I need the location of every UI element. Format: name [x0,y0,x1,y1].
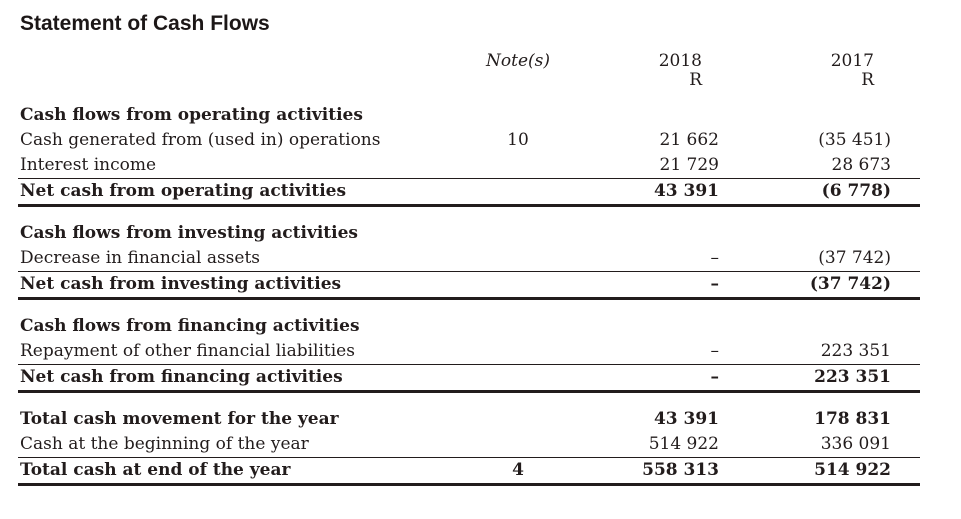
value-2018: 514 922 [578,432,719,458]
year-2018-label: 2018 [658,52,702,71]
value-2017: (37 742) [719,246,891,272]
value-2017: (6 778) [719,178,891,207]
value-2017: (35 451) [818,130,891,150]
section-header-financing: Cash flows from financing activities [18,314,920,339]
year-2017-label: 2017 [830,52,874,71]
row-label: Cash generated from (used in) operations [20,130,381,150]
value-2017: 336 091 [719,432,891,458]
label-column-header [18,52,458,90]
row-note: 10 [507,130,529,150]
year-2017-column-header: 2017 R [719,52,891,90]
value-2018: 21 729 [578,153,719,179]
section-header-operating: Cash flows from operating activities [18,103,920,128]
value-2018: – [578,364,719,393]
value-2017: 223 351 [719,364,891,393]
value-2018: 558 313 [578,457,719,486]
row-note: 4 [458,457,578,486]
section-header-investing: Cash flows from investing activities [18,221,920,246]
total-row-cash-movement: Total cash movement for the year 43 391 … [18,407,920,432]
total-row-net-financing: Net cash from financing activities – 223… [18,364,920,393]
cash-flow-table: Note(s) 2018 R 2017 R Cash flows from op… [18,52,920,486]
row-label: Total cash movement for the year [20,409,339,429]
value-2018: – [578,339,719,365]
statement-page: Statement of Cash Flows Note(s) 2018 R 2… [18,12,920,486]
column-header-row: Note(s) 2018 R 2017 R [18,52,920,90]
row-label: Repayment of other financial liabilities [18,339,458,365]
total-row-net-operating: Net cash from operating activities 43 39… [18,178,920,207]
spacer-row [18,392,920,408]
value-2018: – [578,271,719,300]
row-label: Net cash from operating activities [18,178,458,207]
table-row-interest-income: Interest income 21 729 28 673 [18,153,920,179]
value-2018: 43 391 [578,178,719,207]
table-row-decrease-financial-assets: Decrease in financial assets – (37 742) [18,246,920,272]
value-2017: 28 673 [719,153,891,179]
section-label: Cash flows from financing activities [20,316,360,336]
spacer-row [18,206,920,222]
table-row-repayment-liabilities: Repayment of other financial liabilities… [18,339,920,365]
value-2017: 178 831 [814,409,891,429]
row-label: Net cash from investing activities [18,271,458,300]
row-label: Net cash from financing activities [18,364,458,393]
value-2017: 514 922 [719,457,891,486]
section-label: Cash flows from investing activities [20,223,358,243]
table-row-cash-generated: Cash generated from (used in) operations… [18,128,920,153]
value-2018: 21 662 [659,130,719,150]
total-row-cash-end: Total cash at end of the year 4 558 313 … [18,457,920,486]
currency-2018-label: R [689,70,702,90]
section-label: Cash flows from operating activities [20,105,363,125]
value-2018: 43 391 [653,409,719,429]
currency-2017-label: R [861,70,874,90]
total-row-net-investing: Net cash from investing activities – (37… [18,271,920,300]
spacer-row [18,299,920,315]
row-label: Interest income [18,153,458,179]
value-2017: 223 351 [719,339,891,365]
spacer-row [18,90,920,103]
value-2017: (37 742) [719,271,891,300]
notes-header-label: Note(s) [486,52,550,71]
row-label: Cash at the beginning of the year [18,432,458,458]
page-title: Statement of Cash Flows [20,12,270,35]
notes-column-header: Note(s) [458,52,578,90]
year-2018-column-header: 2018 R [578,52,719,90]
table-row-cash-beginning: Cash at the beginning of the year 514 92… [18,432,920,458]
value-2018: – [578,246,719,272]
row-label: Total cash at end of the year [18,457,458,486]
row-label: Decrease in financial assets [18,246,458,272]
